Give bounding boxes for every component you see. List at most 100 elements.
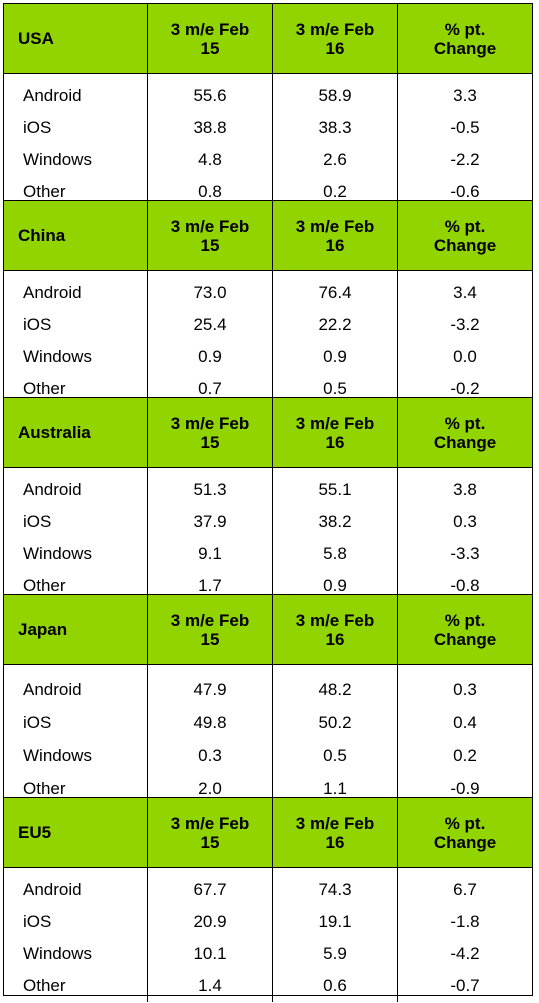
value-change: 0.0 [453,347,477,366]
region-label: Australia [4,398,148,467]
section-header: Japan 3 m/e Feb 15 3 m/e Feb 16 % pt. Chang… [4,595,532,665]
value-feb15: 67.7 [193,880,227,899]
value-change: 0.3 [453,679,477,699]
value-feb15: 20.9 [193,912,227,931]
value-feb16: 5.9 [323,944,347,963]
section-body: Android iOS Windows Other 73.0 25.4 0.9 … [4,271,532,405]
value-feb15: 0.9 [198,347,222,366]
value-feb15: 1.4 [198,976,222,995]
value-change: -0.2 [450,379,480,398]
column-header-feb15: 3 m/e Feb 15 [148,398,273,467]
feb16-column: 55.1 38.2 5.8 0.9 [273,468,398,602]
value-feb15: 10.1 [193,944,227,963]
value-change: -2.2 [450,150,480,169]
value-feb16: 76.4 [318,283,352,302]
os-column: Android iOS Windows Other [4,74,148,208]
feb15-column: 73.0 25.4 0.9 0.7 [148,271,273,405]
os-label: Android [23,480,82,499]
os-label: Other [23,576,66,595]
value-feb15: 9.1 [198,544,222,563]
value-change: -0.7 [450,976,480,995]
os-column: Android iOS Windows Other [4,868,148,1002]
os-label: iOS [23,512,52,531]
column-header-change: % pt. Change [433,216,497,255]
region-label: USA [4,4,148,73]
section-eu5: EU5 3 m/e Feb 15 3 m/e Feb 16 % pt. Change … [4,798,532,1002]
column-header-feb15: 3 m/e Feb 15 [148,798,273,867]
value-feb15: 38.8 [193,118,227,137]
feb16-column: 74.3 19.1 5.9 0.6 [273,868,398,1002]
section-header: USA 3 m/e Feb 15 3 m/e Feb 16 % pt. Change [4,4,532,74]
value-change: -0.8 [450,576,480,595]
value-feb15: 2.0 [198,778,222,798]
os-column: Android iOS Windows Other [4,665,148,805]
value-change: -4.2 [450,944,480,963]
column-header-feb15: 3 m/e Feb 15 [148,595,273,664]
section-usa: USA 3 m/e Feb 15 3 m/e Feb 16 % pt. Change … [4,4,532,208]
os-label: Other [23,976,66,995]
value-feb15: 0.3 [198,745,222,765]
value-feb16: 0.9 [323,347,347,366]
value-feb16: 0.2 [323,182,347,201]
feb15-column: 47.9 49.8 0.3 2.0 [148,665,273,805]
column-header-feb15: 3 m/e Feb 15 [148,4,273,73]
change-column: 3.8 0.3 -3.3 -0.8 [398,468,532,602]
value-feb16: 50.2 [318,712,352,732]
os-label: Windows [23,544,92,563]
os-label: Windows [23,944,92,963]
section-body: Android iOS Windows Other 55.6 38.8 4.8 … [4,74,532,208]
column-header-change: % pt. Change [433,19,497,58]
value-change: -3.2 [450,315,480,334]
market-share-table: USA 3 m/e Feb 15 3 m/e Feb 16 % pt. Change … [3,3,533,1002]
os-label: Android [23,880,82,899]
value-change: -0.9 [450,778,480,798]
value-change: 0.3 [453,512,477,531]
value-feb16: 0.5 [323,745,347,765]
section-header: EU5 3 m/e Feb 15 3 m/e Feb 16 % pt. Change [4,798,532,868]
value-change: 3.4 [453,283,477,302]
os-label: Windows [23,347,92,366]
value-feb15: 55.6 [193,86,227,105]
os-label: Android [23,679,82,699]
value-feb16: 19.1 [318,912,352,931]
value-feb15: 47.9 [193,679,227,699]
region-label: EU5 [4,798,148,867]
value-feb15: 0.8 [198,182,222,201]
feb15-column: 51.3 37.9 9.1 1.7 [148,468,273,602]
os-label: iOS [23,912,52,931]
section-china: China 3 m/e Feb 15 3 m/e Feb 16 % pt. Chang… [4,201,532,405]
value-feb16: 38.2 [318,512,352,531]
value-feb16: 2.6 [323,150,347,169]
column-header-feb16: 3 m/e Feb 16 [273,4,398,73]
os-label: Android [23,283,82,302]
column-header-change: % pt. Change [433,813,497,852]
column-header-change: % pt. Change [433,610,497,649]
value-feb16: 58.9 [318,86,352,105]
os-label: iOS [23,315,52,334]
section-japan: Japan 3 m/e Feb 15 3 m/e Feb 16 % pt. Chang… [4,595,532,805]
os-label: Android [23,86,82,105]
os-label: Windows [23,150,92,169]
value-change: -3.3 [450,544,480,563]
column-header-feb16: 3 m/e Feb 16 [273,398,398,467]
feb15-column: 67.7 20.9 10.1 1.4 [148,868,273,1002]
value-feb16: 22.2 [318,315,352,334]
section-body: Android iOS Windows Other 67.7 20.9 10.1… [4,868,532,1002]
value-feb16: 74.3 [318,880,352,899]
value-feb16: 48.2 [318,679,352,699]
value-change: 0.4 [453,712,477,732]
os-label: iOS [23,118,52,137]
feb16-column: 76.4 22.2 0.9 0.5 [273,271,398,405]
column-header-feb16: 3 m/e Feb 16 [273,201,398,270]
value-feb15: 37.9 [193,512,227,531]
change-column: 0.3 0.4 0.2 -0.9 [398,665,532,805]
value-feb15: 1.7 [198,576,222,595]
value-feb16: 1.1 [323,778,347,798]
os-label: iOS [23,712,52,732]
value-change: -1.8 [450,912,480,931]
value-feb15: 0.7 [198,379,222,398]
os-label: Windows [23,745,92,765]
os-column: Android iOS Windows Other [4,271,148,405]
value-feb15: 49.8 [193,712,227,732]
value-feb16: 5.8 [323,544,347,563]
